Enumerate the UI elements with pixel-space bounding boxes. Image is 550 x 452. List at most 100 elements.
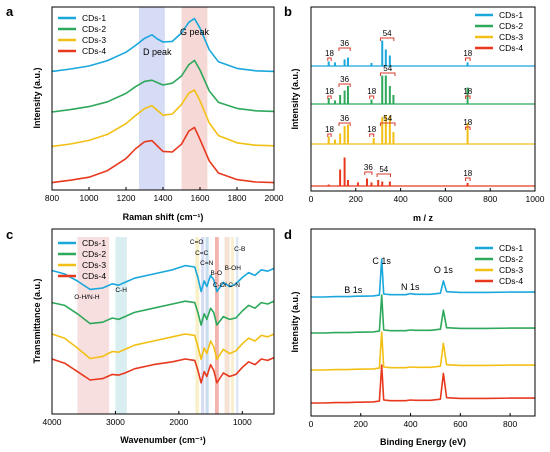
panel-b-legend-label-2: CDs-2 <box>499 21 523 31</box>
panel-d-peak-label-3: N 1s <box>401 282 420 292</box>
panel-d-peak-label-2: C 1s <box>372 256 391 266</box>
panel-a-g-peak-label: G peak <box>180 27 210 37</box>
panel-b-series-1-peak-1 <box>327 61 330 66</box>
panel-c-xlabel: Wavenumber (cm⁻¹) <box>120 435 205 445</box>
panel-b-bracket-label-2: 36 <box>340 39 349 48</box>
panel-b-xtick-label-4: 800 <box>483 194 497 204</box>
panel-b-bracket-1 <box>327 57 332 61</box>
panel-c-band-4 <box>201 237 205 414</box>
panel-a-series-2-line <box>51 59 275 113</box>
panel-d-xtick-label-3: 600 <box>453 419 467 429</box>
panel-b-bracket-label-17: 18 <box>463 169 472 178</box>
panel-b-legend-label-1: CDs-1 <box>499 10 523 20</box>
panel-a-xtick-label-6: 2000 <box>265 193 284 203</box>
panel-b-series-2-peak-8 <box>384 75 387 104</box>
panel-b-bracket-11 <box>338 122 351 126</box>
panel-b-series-2-peak-10 <box>392 95 395 104</box>
panel-d-xtick-label-2: 400 <box>403 419 417 429</box>
panel-d-series-2-line <box>311 294 535 334</box>
panel-c-band-label-8: B-OH <box>225 265 242 272</box>
panel-b-bracket-label-12: 18 <box>367 125 376 134</box>
panel-a-xtick-label-2: 1200 <box>117 193 136 203</box>
panel-b-bracket-label-4: 18 <box>463 49 472 58</box>
panel-b-series-4-peak-11 <box>466 183 469 186</box>
panel-b-bracket-13 <box>379 122 396 126</box>
panel-a-xtick-label-0: 800 <box>45 193 59 203</box>
panel-a-legend-label-1: CDs-1 <box>82 13 106 23</box>
panel-d-xtick-label-0: 0 <box>309 419 314 429</box>
panel-b-bracket-9 <box>465 95 471 99</box>
panel-c-band-label-4: C=C <box>195 250 208 257</box>
panel-d-legend-label-1: CDs-1 <box>499 243 523 253</box>
panel-a-xtick-label-5: 1800 <box>228 193 247 203</box>
panel-b-frame <box>310 6 536 192</box>
panel-b-series-4-peak-1 <box>327 184 330 186</box>
panel-c-band-2 <box>115 237 127 414</box>
panel-c-letter: c <box>6 227 13 242</box>
panel-b-series-4-peak-3 <box>343 157 346 186</box>
panel-a-legend-label-3: CDs-3 <box>82 35 106 45</box>
panel-b-ylabel: Intensity (a.u.) <box>290 68 300 129</box>
panel-c-legend-label-2: CDs-2 <box>82 249 106 259</box>
panel-c-xtick-label-0: 4000 <box>43 417 62 427</box>
panel-b-series-3-peak-8 <box>384 115 387 144</box>
panel-d-letter: d <box>284 227 292 242</box>
panel-a-xtick-label-4: 1600 <box>191 193 210 203</box>
panel-b-bracket-label-7: 18 <box>367 87 376 96</box>
panel-a-series-3-line <box>51 89 275 148</box>
panel-c-band-label-1: O-H/N-H <box>74 294 100 301</box>
panel-b-letter: b <box>284 4 292 19</box>
panel-d-series-1-line <box>311 258 535 298</box>
panel-b-series-4-peak-7 <box>370 182 373 186</box>
panel-d-ylabel: Intensity (a.u.) <box>290 291 300 352</box>
panel-d-xtick-label-4: 800 <box>503 419 517 429</box>
panel-b-series-3-peak-5 <box>346 124 349 144</box>
panel-c-band-3 <box>195 237 200 414</box>
panel-a-series-1-line <box>51 17 275 73</box>
panel-b-series-2-peak-6 <box>370 99 373 104</box>
panel-a-legend-label-2: CDs-2 <box>82 24 106 34</box>
panel-b-series-3-peak-6 <box>372 138 375 144</box>
panel-b-legend-label-4: CDs-4 <box>499 43 523 53</box>
panel-d-xps: 0 200 400 600 800 B 1s C 1s N 1s O 1s Binding E… <box>290 228 536 447</box>
panel-d-series-3-line <box>311 331 535 371</box>
panel-b-bracket-label-8: 54 <box>383 64 392 73</box>
panel-b-series-1-peak-4 <box>346 57 349 66</box>
panel-a-d-peak-label: D peak <box>143 47 172 57</box>
panel-c-series-1-line <box>51 264 275 293</box>
panel-b-series-2-peak-3 <box>339 95 342 104</box>
panel-d-legend-label-3: CDs-3 <box>499 265 523 275</box>
panel-c-band-label-6: B-O <box>210 270 222 277</box>
panel-b-series-4-peak-8 <box>377 180 380 186</box>
panel-b-series-1-peak-8 <box>388 55 391 66</box>
panel-c-series-2-line <box>51 300 275 326</box>
panel-b-xtick-label-2: 400 <box>394 194 408 204</box>
panel-b-series-4-peak-10 <box>388 181 391 186</box>
panel-c-xtick-label-2: 2000 <box>169 417 188 427</box>
panel-b-series-3-peak-10 <box>392 132 395 144</box>
panel-a-xtick-label-3: 1400 <box>154 193 173 203</box>
panel-b-series-1-peak-5 <box>370 63 373 66</box>
panel-a-letter: a <box>6 4 14 19</box>
panel-b-bracket-12 <box>369 133 375 137</box>
panel-b-mass-spec: 0 200 400 600 800 1000 18 36 54 18 18 36 18 54 18 18 36… <box>290 6 545 223</box>
panel-b-series-3-peak-11 <box>466 123 469 144</box>
panel-a-raman: 800 1000 1200 1400 1600 1800 2000 D peak G pea… <box>32 6 284 222</box>
panel-b-series-4-peak-9 <box>381 181 384 186</box>
panel-c-xtick-label-3: 1000 <box>233 417 252 427</box>
panel-b-bracket-label-14: 18 <box>463 118 472 127</box>
panel-b-bracket-2 <box>338 47 351 51</box>
panel-c-band-label-9: C-B <box>234 246 245 253</box>
panel-b-series-4-peak-2 <box>339 169 342 186</box>
panel-b-series-4-peak-6 <box>366 178 368 186</box>
panel-b-series-1-peak-9 <box>466 62 469 66</box>
panel-d-xtick-label-1: 200 <box>354 419 368 429</box>
panel-a-band-1 <box>138 7 165 190</box>
panel-b-bracket-7 <box>369 95 375 99</box>
panel-c-series-3-line <box>51 333 275 361</box>
panel-b-bracket-label-9: 18 <box>463 87 472 96</box>
panel-c-frame <box>51 228 275 415</box>
